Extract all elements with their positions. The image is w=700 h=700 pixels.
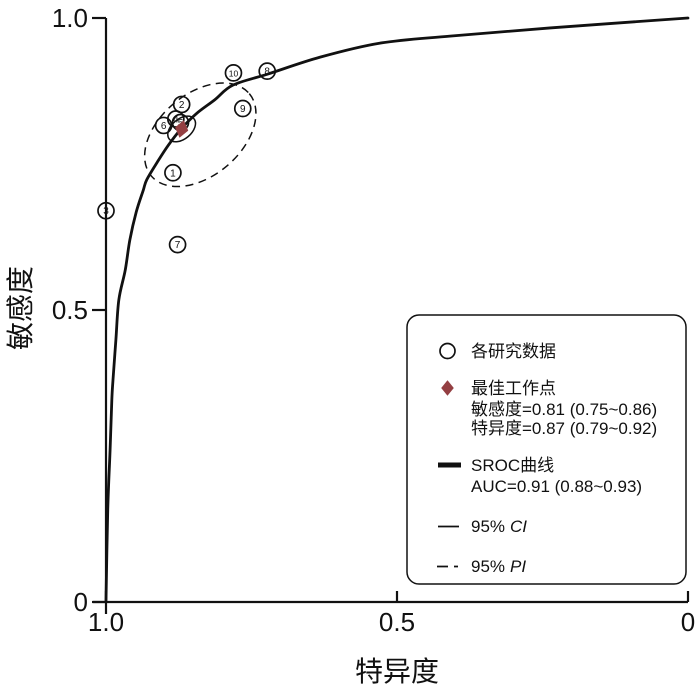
study-point-2: 2 [172, 95, 191, 114]
study-number: 7 [175, 240, 181, 251]
chart-layer: 12345678910 [97, 16, 690, 602]
study-number: 10 [229, 68, 239, 78]
legend-studies-label: 各研究数据 [471, 342, 556, 361]
study-circle [97, 201, 115, 220]
study-point-6: 6 [154, 116, 173, 135]
legend-box [406, 314, 687, 585]
study-circle-icon [439, 342, 456, 360]
legend: 各研究数据 最佳工作点 敏感度=0.81 (0.75~0.86) 特异度=0.8… [406, 314, 687, 585]
x-axis-title: 特异度 [355, 656, 439, 687]
study-number: 2 [179, 100, 185, 111]
x-tick-label-1.0: 1.0 [88, 607, 124, 637]
legend-ci-label: 95% CI [471, 517, 527, 536]
study-point-1: 1 [164, 163, 182, 182]
study-number: 1 [170, 168, 176, 179]
legend-auc-label: AUC=0.91 (0.88~0.93) [471, 477, 642, 496]
y-tick-label-0: 0 [74, 587, 88, 617]
study-circle [154, 116, 173, 135]
y-tick-label-0.5: 0.5 [52, 295, 88, 325]
x-tick-label-0: 0 [681, 607, 695, 637]
legend-pi-label: 95% PI [471, 557, 526, 576]
study-number: 3 [103, 206, 109, 217]
study-point-7: 7 [168, 235, 187, 254]
study-circle [258, 62, 277, 80]
axes: 1.0 0.5 01.00.50 [52, 3, 695, 637]
study-number: 4 [173, 115, 179, 126]
legend-best-point-specificity: 特异度=0.87 (0.79~0.92) [471, 419, 657, 438]
y-axis-title: 敏感度 [5, 266, 36, 350]
study-number: 9 [240, 104, 246, 115]
legend-sroc-label: SROC曲线 [471, 456, 554, 475]
study-circle [164, 163, 182, 182]
study-point-10: 10 [224, 64, 243, 82]
sroc-curve [104, 16, 690, 602]
study-circle [168, 235, 187, 254]
pi-italic: PI [510, 557, 526, 576]
legend-best-point-label: 最佳工作点 [471, 379, 556, 398]
ci-ellipse [167, 115, 197, 143]
study-number: 8 [264, 67, 270, 78]
legend-best-point-sensitivity: 敏感度=0.81 (0.75~0.86) [471, 400, 657, 419]
study-circle [233, 99, 252, 118]
pi-prefix: 95% [471, 557, 505, 576]
study-number: 6 [161, 121, 167, 132]
best-point-marker [175, 120, 189, 138]
ci-italic: CI [510, 517, 527, 536]
study-point-3: 3 [97, 201, 115, 220]
study-circle [224, 64, 243, 82]
study-point-9: 9 [233, 99, 252, 118]
y-tick-label-1.0: 1.0 [52, 3, 88, 33]
best-point-diamond-icon [441, 380, 454, 396]
ci-prefix: 95% [471, 517, 505, 536]
pi-ellipse [143, 82, 257, 188]
axis-ticks: 1.0 0.5 01.00.50 [52, 3, 695, 637]
study-point-8: 8 [258, 62, 277, 80]
x-tick-label-0.5: 0.5 [379, 607, 415, 637]
